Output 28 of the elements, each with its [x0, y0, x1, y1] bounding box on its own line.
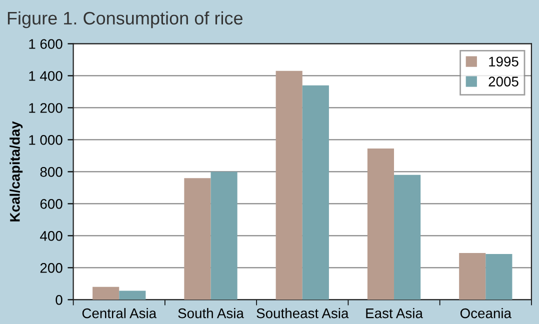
chart-title: Figure 1. Consumption of rice	[8, 11, 243, 28]
bar	[210, 172, 238, 300]
y-tick-label: 800	[40, 167, 62, 177]
x-tick-label: South Asia	[178, 308, 244, 318]
x-tick-label: Southeast Asia	[256, 308, 349, 318]
x-tick-label: Oceania	[460, 308, 512, 318]
bar	[119, 290, 146, 300]
bar	[486, 254, 512, 300]
y-axis-title: Kcal/capita/day	[10, 121, 23, 222]
legend-label: 2005	[488, 76, 518, 86]
legend-label: 1995	[489, 56, 518, 67]
y-tick-label: 0	[56, 295, 62, 305]
x-tick-label: East Asia	[366, 308, 423, 318]
bar	[459, 252, 486, 300]
x-tick-label: Central Asia	[82, 308, 157, 318]
bar	[394, 174, 421, 300]
y-tick-label: 200	[40, 263, 62, 273]
y-tick-label: 600	[40, 199, 62, 209]
bar	[302, 85, 329, 300]
y-tick-label: 1 200	[29, 103, 62, 113]
y-tick-label: 1 600	[29, 39, 62, 49]
y-tick-label: 1 000	[29, 135, 62, 145]
bar	[184, 178, 211, 300]
y-tick-label: 400	[40, 231, 62, 241]
bar	[367, 148, 394, 300]
bar	[92, 286, 120, 300]
bar	[276, 70, 302, 300]
y-tick-label: 1 400	[29, 71, 62, 81]
